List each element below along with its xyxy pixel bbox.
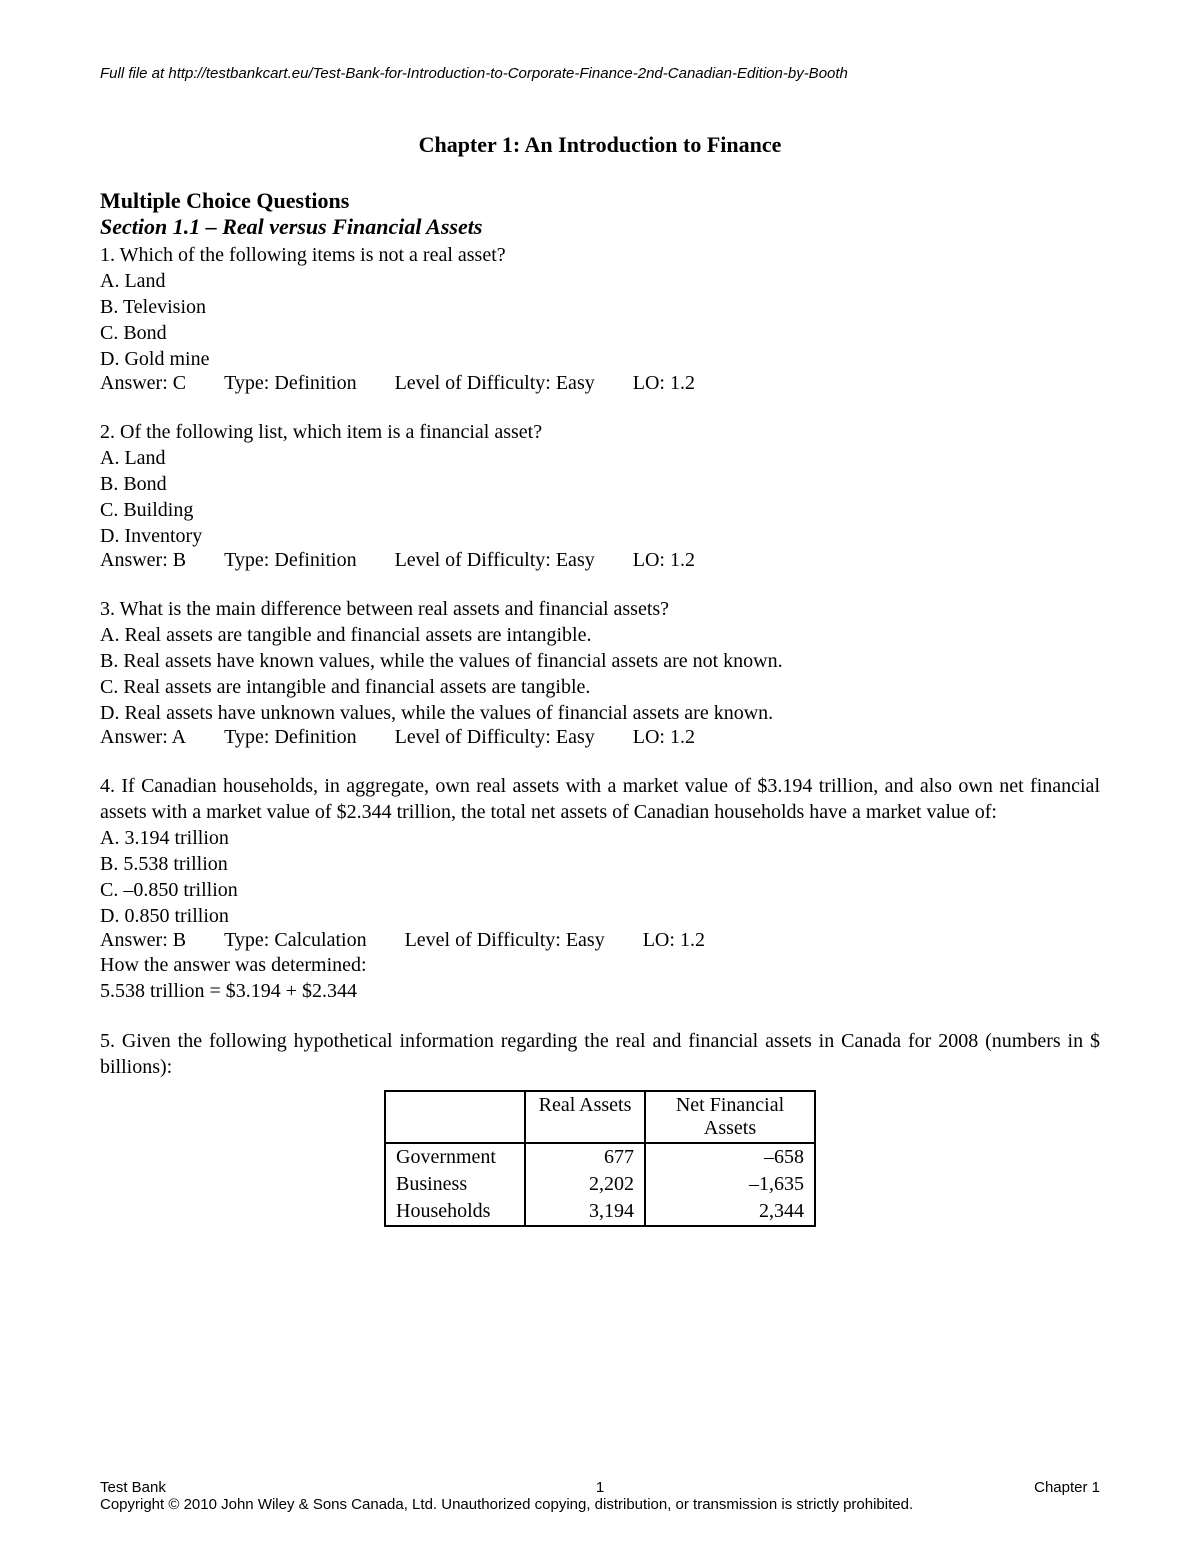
- option-b: B. Real assets have known values, while …: [100, 648, 1100, 674]
- question-text: 2. Of the following list, which item is …: [100, 419, 1100, 445]
- row-real: 2,202: [525, 1171, 645, 1198]
- document-page: Full file at http://testbankcart.eu/Test…: [0, 0, 1200, 1227]
- row-label: Households: [385, 1198, 525, 1226]
- answer-meta: Answer: B Type: Calculation Level of Dif…: [100, 929, 1100, 952]
- table-header-real: Real Assets: [525, 1091, 645, 1143]
- answer-meta: Answer: A Type: Definition Level of Diff…: [100, 726, 1100, 749]
- chapter-title: Chapter 1: An Introduction to Finance: [100, 132, 1100, 158]
- table-row: Government 677 –658: [385, 1143, 815, 1171]
- footer-left: Test Bank: [100, 1479, 166, 1496]
- option-c: C. –0.850 trillion: [100, 877, 1100, 903]
- section-subheading: Section 1.1 – Real versus Financial Asse…: [100, 214, 1100, 240]
- table-row: Business 2,202 –1,635: [385, 1171, 815, 1198]
- answer-how-label: How the answer was determined:: [100, 952, 1100, 978]
- header-source-link: Full file at http://testbankcart.eu/Test…: [100, 65, 1100, 82]
- section-heading: Multiple Choice Questions: [100, 188, 1100, 214]
- option-d: D. 0.850 trillion: [100, 903, 1100, 929]
- option-c: C. Building: [100, 497, 1100, 523]
- option-b: B. 5.538 trillion: [100, 851, 1100, 877]
- question-text: 5. Given the following hypothetical info…: [100, 1028, 1100, 1080]
- option-a: A. Land: [100, 445, 1100, 471]
- table-row: Households 3,194 2,344: [385, 1198, 815, 1226]
- footer-right: Chapter 1: [1034, 1479, 1100, 1496]
- row-label: Government: [385, 1143, 525, 1171]
- table-header-fin: Net Financial Assets: [645, 1091, 815, 1143]
- question-3: 3. What is the main difference between r…: [100, 596, 1100, 749]
- option-d: D. Inventory: [100, 523, 1100, 549]
- option-a: A. Land: [100, 268, 1100, 294]
- option-a: A. Real assets are tangible and financia…: [100, 622, 1100, 648]
- footer-copyright: Copyright © 2010 John Wiley & Sons Canad…: [100, 1496, 1100, 1513]
- row-real: 677: [525, 1143, 645, 1171]
- table-header-blank: [385, 1091, 525, 1143]
- option-d: D. Real assets have unknown values, whil…: [100, 700, 1100, 726]
- answer-meta: Answer: C Type: Definition Level of Diff…: [100, 372, 1100, 395]
- option-a: A. 3.194 trillion: [100, 825, 1100, 851]
- option-c: C. Real assets are intangible and financ…: [100, 674, 1100, 700]
- row-fin: –1,635: [645, 1171, 815, 1198]
- footer-page-number: 1: [596, 1479, 604, 1496]
- row-real: 3,194: [525, 1198, 645, 1226]
- question-4: 4. If Canadian households, in aggregate,…: [100, 773, 1100, 1004]
- question-2: 2. Of the following list, which item is …: [100, 419, 1100, 572]
- question-text: 3. What is the main difference between r…: [100, 596, 1100, 622]
- option-d: D. Gold mine: [100, 346, 1100, 372]
- page-footer: Test Bank 1 Chapter 1 Copyright © 2010 J…: [100, 1479, 1100, 1513]
- answer-how-text: 5.538 trillion = $3.194 + $2.344: [100, 978, 1100, 1004]
- assets-table: Real Assets Net Financial Assets Governm…: [384, 1090, 816, 1227]
- row-fin: –658: [645, 1143, 815, 1171]
- answer-meta: Answer: B Type: Definition Level of Diff…: [100, 549, 1100, 572]
- row-label: Business: [385, 1171, 525, 1198]
- option-b: B. Television: [100, 294, 1100, 320]
- question-text: 1. Which of the following items is not a…: [100, 242, 1100, 268]
- row-fin: 2,344: [645, 1198, 815, 1226]
- question-text: 4. If Canadian households, in aggregate,…: [100, 773, 1100, 825]
- option-c: C. Bond: [100, 320, 1100, 346]
- question-1: 1. Which of the following items is not a…: [100, 242, 1100, 395]
- option-b: B. Bond: [100, 471, 1100, 497]
- question-5: 5. Given the following hypothetical info…: [100, 1028, 1100, 1227]
